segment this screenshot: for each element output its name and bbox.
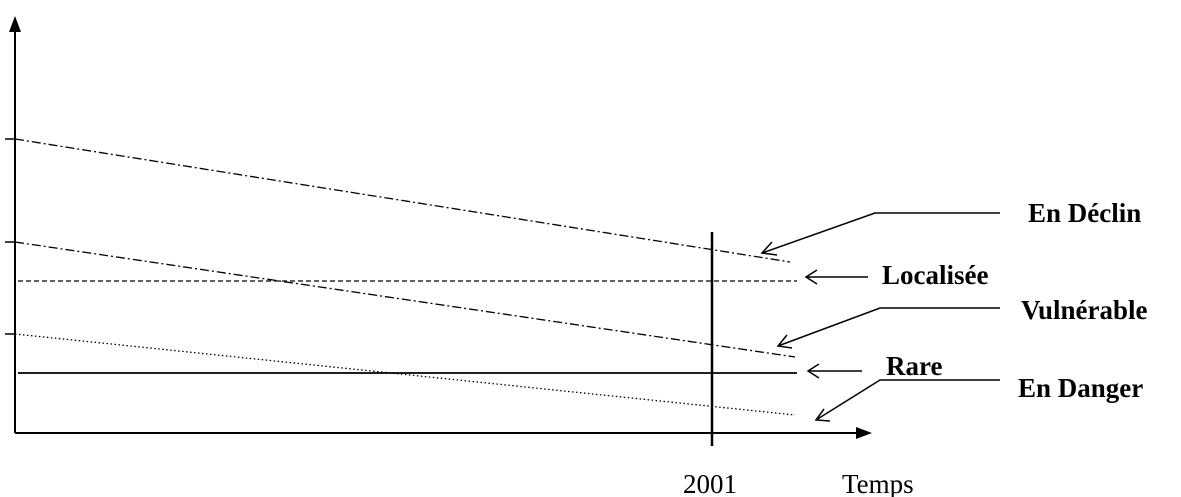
declin-callout-arrow <box>760 212 1000 256</box>
x-axis-label: Temps <box>842 469 914 497</box>
declin-trend-line <box>14 138 791 263</box>
localisee-callout-arrow <box>804 269 868 285</box>
declin-label: En Déclin <box>1028 198 1141 228</box>
vulnerable-label: Vulnérable <box>1021 295 1148 325</box>
danger-trend-line <box>14 333 796 416</box>
rare-label: Rare <box>886 351 942 381</box>
x-axis-arrow <box>856 427 872 439</box>
danger-label: En Danger <box>1018 373 1143 403</box>
vulnerable-callout-arrow <box>776 307 1000 349</box>
danger-callout-arrow <box>814 379 1000 422</box>
localisee-label: Localisée <box>882 260 988 290</box>
y-axis-arrow <box>9 16 21 32</box>
rare-callout-arrow <box>806 363 862 379</box>
vulnerable-trend-line <box>14 241 796 358</box>
year-marker-label: 2001 <box>683 469 737 497</box>
